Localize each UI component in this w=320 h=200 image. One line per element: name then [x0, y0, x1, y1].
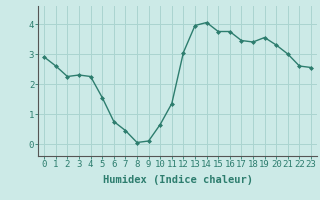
X-axis label: Humidex (Indice chaleur): Humidex (Indice chaleur) — [103, 175, 252, 185]
